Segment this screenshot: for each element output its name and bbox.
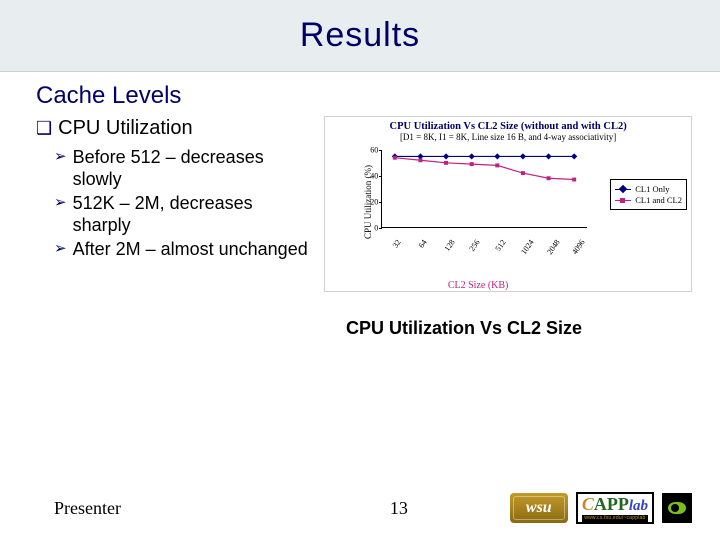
nvidia-logo-icon xyxy=(662,493,692,523)
x-axis-label: CL2 Size (KB) xyxy=(269,280,687,291)
list-item: ➢ Before 512 – decreases slowly xyxy=(54,146,314,190)
plot-area: 02040603264128256512102420484096 xyxy=(381,150,587,228)
sub-heading: CPU Utilization xyxy=(58,116,192,140)
footer: Presenter 13 wsu CAPPlab www.cs.fsu.edu/… xyxy=(0,492,720,524)
legend-item: CL1 Only xyxy=(615,184,682,194)
legend: CL1 OnlyCL1 and CL2 xyxy=(610,179,687,210)
chart-caption: CPU Utilization Vs CL2 Size xyxy=(236,318,692,339)
wsu-logo-icon: wsu xyxy=(510,493,568,523)
logos: wsu CAPPlab www.cs.fsu.edu/~capplab xyxy=(510,492,692,524)
x-tick: 64 xyxy=(417,238,429,250)
square-bullet-icon: ❑ xyxy=(36,116,52,140)
x-tick: 512 xyxy=(494,238,508,253)
legend-item: CL1 and CL2 xyxy=(615,195,682,205)
y-tick: 0 xyxy=(362,224,378,233)
x-tick: 128 xyxy=(442,238,456,253)
slide-content: Cache Levels ❑ CPU Utilization ➢ Before … xyxy=(0,72,720,339)
chart: CPU Utilization Vs CL2 Size (without and… xyxy=(324,116,692,292)
presenter-label: Presenter xyxy=(54,498,390,519)
x-tick: 1024 xyxy=(519,238,536,256)
chart-subtitle: [D1 = 8K, I1 = 8K, Line size 16 B, and 4… xyxy=(329,132,687,142)
x-tick: 2048 xyxy=(545,238,562,256)
list-item: ➢ 512K – 2M, decreases sharply xyxy=(54,192,314,236)
arrow-bullet-icon: ➢ xyxy=(54,238,67,260)
x-tick: 4096 xyxy=(571,238,588,256)
arrow-bullet-icon: ➢ xyxy=(54,146,67,168)
y-tick: 40 xyxy=(362,172,378,181)
section-heading: Cache Levels xyxy=(36,82,692,110)
list-item: ➢ After 2M – almost unchanged xyxy=(54,238,314,260)
bullet-list: ❑ CPU Utilization ➢ Before 512 – decreas… xyxy=(36,116,314,262)
arrow-bullet-icon: ➢ xyxy=(54,192,67,214)
y-tick: 20 xyxy=(362,198,378,207)
x-tick: 256 xyxy=(468,238,482,253)
chart-svg xyxy=(382,150,587,227)
chart-title: CPU Utilization Vs CL2 Size (without and… xyxy=(329,121,687,132)
slide-title: Results xyxy=(300,16,420,55)
page-number: 13 xyxy=(390,498,510,519)
x-tick: 32 xyxy=(391,238,403,250)
y-tick: 60 xyxy=(362,146,378,155)
capp-logo-icon: CAPPlab www.cs.fsu.edu/~capplab xyxy=(576,492,654,524)
title-bar: Results xyxy=(0,0,720,72)
